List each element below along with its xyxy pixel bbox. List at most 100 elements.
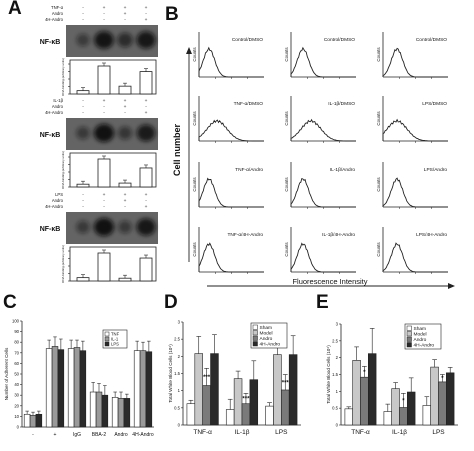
a-stimulus-mark: +	[145, 205, 148, 210]
c-ytick-label: 10	[14, 414, 19, 419]
b-hist-counts-label: Counts	[376, 177, 381, 192]
b-hist-title: Control/DMSO	[416, 37, 447, 43]
e-legend-swatch	[406, 342, 412, 348]
a-stimulus-mark: -	[82, 199, 84, 204]
a-gel-band	[76, 126, 90, 140]
b-cell-number-label: Cell number	[172, 124, 182, 177]
c-bar	[133, 350, 141, 428]
a-bar	[118, 85, 132, 95]
panel-letter-c: C	[3, 292, 17, 313]
c-bar	[51, 346, 59, 428]
c-bar	[89, 391, 97, 428]
d-ytick-label: 3	[178, 320, 181, 325]
a-gel-band	[94, 218, 114, 236]
a-stimulus-label: Andro	[52, 11, 64, 16]
panel-letter-a: A	[8, 0, 22, 19]
a-bar	[118, 277, 132, 282]
a-stimulus-label: LPS	[55, 192, 63, 197]
a-gel-label: NF-κB	[40, 39, 61, 46]
d-significance: ***	[242, 397, 250, 403]
a-stimulus-mark: -	[124, 111, 126, 116]
b-hist-title: LPS/Andro	[424, 167, 448, 173]
d-ytick-label: 1.5	[174, 371, 180, 376]
e-ytick-label: 0	[336, 423, 339, 428]
d-category-label: TNF-α	[193, 429, 212, 436]
d-bar	[241, 403, 251, 426]
a-bar	[76, 277, 90, 282]
a-bar	[139, 167, 153, 188]
b-histogram-curve	[290, 46, 356, 78]
c-bar	[29, 415, 37, 428]
c-ytick-label: 50	[14, 372, 19, 377]
a-stimulus-mark: -	[82, 205, 84, 210]
a-stimulus-mark: -	[82, 6, 84, 11]
e-category-label: LPS	[432, 429, 445, 436]
c-bar	[79, 350, 87, 428]
a-plot-ylabel: DNA binding (arbitrary units)	[61, 58, 65, 96]
b-hist-title: TNF-α/DMSO	[234, 101, 264, 107]
b-yaxis-arrow	[186, 47, 192, 54]
a-stimulus-mark: +	[145, 111, 148, 116]
b-hist-counts-label: Counts	[284, 177, 289, 192]
a-gel-band	[94, 31, 114, 49]
a-stimulus-mark: +	[103, 6, 106, 11]
c-bar	[35, 413, 43, 428]
b-histogram-curve	[290, 242, 356, 273]
a-stimulus-mark: +	[124, 99, 127, 104]
e-legend-label: 4H-Andro	[414, 343, 435, 349]
b-hist-counts-label: Counts	[192, 111, 197, 126]
a-bar	[139, 71, 153, 95]
a-gel-band	[136, 218, 156, 236]
a-stimulus-mark: -	[145, 199, 147, 204]
d-bar	[233, 378, 243, 426]
b-histogram-curve	[290, 178, 356, 208]
d-bar	[273, 354, 282, 426]
e-bar	[360, 376, 369, 426]
b-hist-counts-label: Counts	[284, 111, 289, 126]
e-category-label: IL-1β	[392, 429, 407, 436]
e-ytick-label: 2	[336, 355, 339, 360]
a-stimulus-mark: +	[145, 6, 148, 11]
b-histogram-curve	[198, 46, 264, 78]
a-stimulus-mark: -	[145, 12, 147, 17]
b-histogram-curve	[198, 119, 264, 142]
b-hist-title: Control/DMSO	[324, 37, 355, 43]
a-stimulus-mark: -	[103, 111, 105, 116]
a-gel-band	[117, 32, 133, 48]
b-hist-title: Control/DMSO	[232, 37, 263, 43]
c-ytick-label: 60	[14, 361, 19, 366]
a-bar	[97, 65, 111, 95]
e-ylabel: Total White Blood Cells (10⁶)	[326, 345, 331, 404]
a-stimulus-mark: +	[145, 18, 148, 23]
c-legend-swatch	[104, 341, 110, 347]
b-hist-title: TNF-α/4H-Andro	[227, 232, 263, 238]
d-bar	[210, 353, 219, 426]
d-legend-swatch	[252, 341, 258, 347]
c-category-label: IgG	[73, 432, 81, 438]
e-bar	[367, 353, 377, 426]
a-gel-band	[118, 220, 132, 234]
c-ytick-label: 0	[17, 425, 20, 430]
b-histogram-curve	[382, 47, 448, 78]
a-gel-band	[136, 31, 156, 49]
c-ytick-label: 90	[14, 329, 19, 334]
a-stimulus-label: TNF-α	[51, 5, 64, 10]
b-hist-counts-label: Counts	[192, 177, 197, 192]
c-bar	[95, 391, 103, 428]
a-stimulus-mark: -	[103, 205, 105, 210]
a-stimulus-mark: -	[103, 105, 105, 110]
a-stimulus-mark: -	[82, 111, 84, 116]
e-legend-label: Model	[414, 332, 427, 338]
c-bar	[101, 394, 109, 428]
c-bar	[111, 397, 119, 428]
d-bar	[265, 405, 274, 426]
a-stimulus-mark: +	[124, 199, 127, 204]
c-ytick-label: 30	[14, 393, 19, 398]
b-xaxis-arrow	[448, 283, 455, 289]
c-bar	[117, 398, 125, 428]
d-ytick-label: 1	[178, 388, 181, 393]
b-hist-counts-label: Counts	[192, 47, 197, 62]
b-histogram-curve	[382, 118, 448, 142]
c-category-label: +	[54, 432, 57, 438]
c-bar	[67, 348, 75, 428]
